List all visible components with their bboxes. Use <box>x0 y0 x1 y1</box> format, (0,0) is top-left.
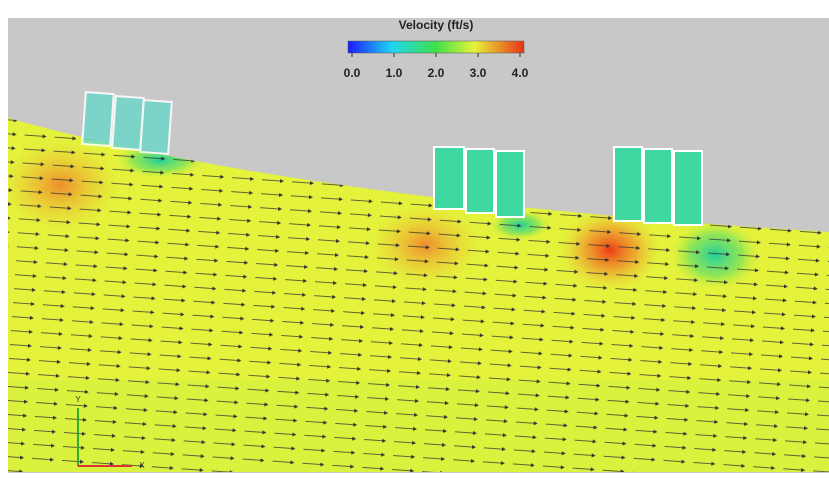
y-axis-label: Y <box>75 395 81 404</box>
colorbar-tick-label: 3.0 <box>470 66 487 80</box>
structures <box>81 91 703 226</box>
x-axis-label: X <box>139 461 145 470</box>
colorbar-tick-label: 1.0 <box>386 66 403 80</box>
colorbar <box>347 40 525 54</box>
colorbar-tick-label: 0.0 <box>344 66 361 80</box>
colorbar-title: Velocity (ft/s) <box>399 18 474 32</box>
colorbar-tick-label: 2.0 <box>428 66 445 80</box>
colorbar-tick-label: 4.0 <box>512 66 529 80</box>
axes-triad: Y X <box>75 395 145 470</box>
